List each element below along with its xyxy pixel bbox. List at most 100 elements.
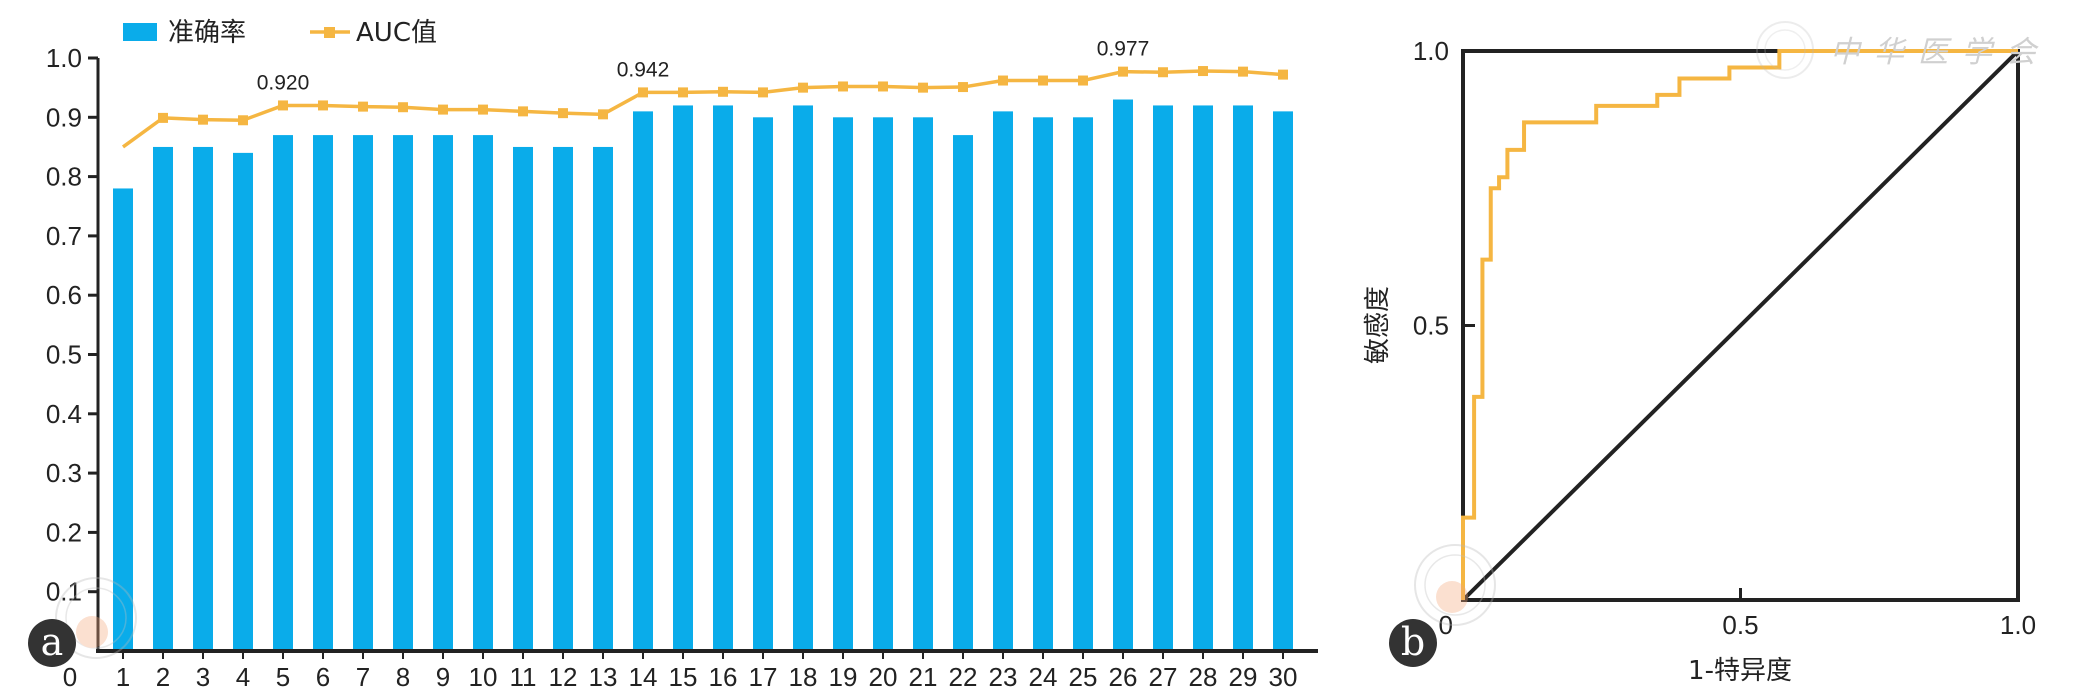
auc-point-5 bbox=[278, 100, 288, 111]
accuracy-bar-5 bbox=[273, 135, 293, 652]
auc-point-14 bbox=[638, 87, 648, 98]
panel-a-y-tick-label: 1.0 bbox=[46, 43, 82, 73]
auc-point-10 bbox=[478, 104, 488, 115]
panel-a-x-tick-label: 13 bbox=[589, 662, 618, 692]
accuracy-bar-20 bbox=[873, 117, 893, 652]
panel-b-y-tick-label: 0.5 bbox=[1413, 311, 1449, 341]
auc-point-29 bbox=[1238, 66, 1248, 77]
accuracy-bar-22 bbox=[953, 135, 973, 652]
accuracy-bar-30 bbox=[1273, 111, 1293, 652]
panel-b-chart: 0 0.5 1.0 0.5 1.0 1-特异度 敏感度 中华医学会 b bbox=[1363, 21, 2050, 686]
panel-a-x-tick-label: 27 bbox=[1149, 662, 1178, 692]
legend-accuracy-label: 准确率 bbox=[168, 18, 246, 48]
panel-a-x-tick-label: 7 bbox=[356, 662, 370, 692]
panel-b-x-tick-label: 0.5 bbox=[1722, 610, 1758, 640]
panel-a-auc-line bbox=[121, 66, 1288, 149]
panel-a-y-tick-label: 0.8 bbox=[46, 162, 82, 192]
accuracy-bar-10 bbox=[473, 135, 493, 652]
panel-b-xlabel: 1-特异度 bbox=[1688, 656, 1792, 686]
panel-a-x-tick-label: 26 bbox=[1109, 662, 1138, 692]
panel-a-x-tick-label: 0 bbox=[63, 662, 77, 692]
panel-a-badge-label: a bbox=[41, 620, 64, 664]
watermark-seal-top bbox=[1756, 21, 1814, 79]
panel-a-x-tick-label: 18 bbox=[789, 662, 818, 692]
watermark-seal-b bbox=[1414, 544, 1496, 626]
accuracy-bar-27 bbox=[1153, 105, 1173, 651]
panel-a-x-tick-label: 3 bbox=[196, 662, 210, 692]
panel-a-x-tick-label: 4 bbox=[236, 662, 250, 692]
panel-a-x-tick-label: 22 bbox=[949, 662, 978, 692]
panel-a-x-tick-label: 8 bbox=[396, 662, 410, 692]
accuracy-bar-9 bbox=[433, 135, 453, 652]
panel-a-y-tick-label: 0.3 bbox=[46, 458, 82, 488]
panel-a-x-tick-label: 12 bbox=[549, 662, 578, 692]
legend-accuracy-swatch bbox=[123, 23, 157, 41]
legend-auc-marker bbox=[324, 27, 335, 38]
panel-a-y-tick-label: 0.5 bbox=[46, 340, 82, 370]
panel-a-x-tick-label: 28 bbox=[1189, 662, 1218, 692]
panel-a-y-tick-label: 0.6 bbox=[46, 280, 82, 310]
accuracy-bar-24 bbox=[1033, 117, 1053, 652]
panel-a-y-tick-labels: 0.1 0.2 0.3 0.4 0.5 0.6 0.7 0.8 0.9 1.0 bbox=[46, 43, 82, 607]
auc-point-9 bbox=[438, 104, 448, 115]
panel-a-x-tick-label: 24 bbox=[1029, 662, 1058, 692]
legend-auc-label: AUC值 bbox=[356, 18, 437, 48]
panel-a-x-tick-label: 2 bbox=[156, 662, 170, 692]
auc-point-11 bbox=[518, 106, 528, 117]
auc-point-4 bbox=[238, 115, 248, 126]
auc-point-23 bbox=[998, 75, 1008, 86]
auc-point-30 bbox=[1278, 69, 1288, 80]
auc-point-12 bbox=[558, 108, 568, 119]
auc-point-25 bbox=[1078, 75, 1088, 86]
panel-b-ylabel: 敏感度 bbox=[1363, 286, 1393, 364]
panel-a-legend: 准确率 AUC值 bbox=[123, 18, 437, 48]
auc-point-8 bbox=[398, 102, 408, 113]
panel-a-badge: a bbox=[28, 619, 76, 667]
panel-a-x-tick-label: 20 bbox=[869, 662, 898, 692]
panel-a-annotations: 0.920 0.942 0.977 bbox=[257, 38, 1150, 95]
watermark-text: 中华医学会 bbox=[1830, 35, 2050, 70]
panel-a-x-tick-label: 14 bbox=[629, 662, 658, 692]
roc-curve bbox=[1461, 49, 2018, 600]
auc-annotation: 0.942 bbox=[617, 58, 670, 81]
panel-b-badge: b bbox=[1389, 619, 1437, 667]
panel-a-x-tick-label: 19 bbox=[829, 662, 858, 692]
accuracy-bar-14 bbox=[633, 111, 653, 652]
auc-point-15 bbox=[678, 87, 688, 98]
panel-a-x-tick-labels: 0 1 2 3 4 5 6 7 8 9 10 11 12 13 14 15 16 17 18 19 20 21 22 23 24… bbox=[63, 662, 1298, 692]
accuracy-bar-17 bbox=[753, 117, 773, 652]
reference-diagonal-line bbox=[1461, 49, 2020, 602]
auc-point-28 bbox=[1198, 66, 1208, 77]
accuracy-bar-19 bbox=[833, 117, 853, 652]
accuracy-bar-6 bbox=[313, 135, 333, 652]
accuracy-bar-16 bbox=[713, 105, 733, 651]
auc-point-2 bbox=[158, 112, 168, 123]
auc-annotation: 0.977 bbox=[1097, 38, 1150, 61]
panel-b-lines bbox=[1461, 49, 2020, 602]
panel-a-x-tick-label: 6 bbox=[316, 662, 330, 692]
panel-a-x-tick-label: 23 bbox=[989, 662, 1018, 692]
auc-point-20 bbox=[878, 81, 888, 92]
accuracy-bar-25 bbox=[1073, 117, 1093, 652]
panel-a-x-tick-label: 25 bbox=[1069, 662, 1098, 692]
auc-point-19 bbox=[838, 81, 848, 92]
auc-point-13 bbox=[598, 109, 608, 120]
auc-point-18 bbox=[798, 82, 808, 93]
panel-a-y-tick-label: 0.9 bbox=[46, 102, 82, 132]
panel-a-x-tick-label: 11 bbox=[510, 662, 537, 692]
accuracy-bar-26 bbox=[1113, 99, 1133, 651]
auc-point-27 bbox=[1158, 67, 1168, 78]
accuracy-bar-18 bbox=[793, 105, 813, 651]
accuracy-bar-15 bbox=[673, 105, 693, 651]
panel-a-x-tick-label: 17 bbox=[749, 662, 778, 692]
panel-b-x-tick-label: 1.0 bbox=[2000, 610, 2036, 640]
panel-a-x-tick-label: 5 bbox=[276, 662, 290, 692]
panel-a-axes bbox=[88, 56, 1318, 659]
accuracy-bar-7 bbox=[353, 135, 373, 652]
panel-a-x-tick-label: 10 bbox=[469, 662, 498, 692]
auc-annotation: 0.920 bbox=[257, 71, 310, 94]
panel-a-x-tick-label: 1 bbox=[116, 662, 130, 692]
panel-b-badge-label: b bbox=[1401, 620, 1425, 664]
